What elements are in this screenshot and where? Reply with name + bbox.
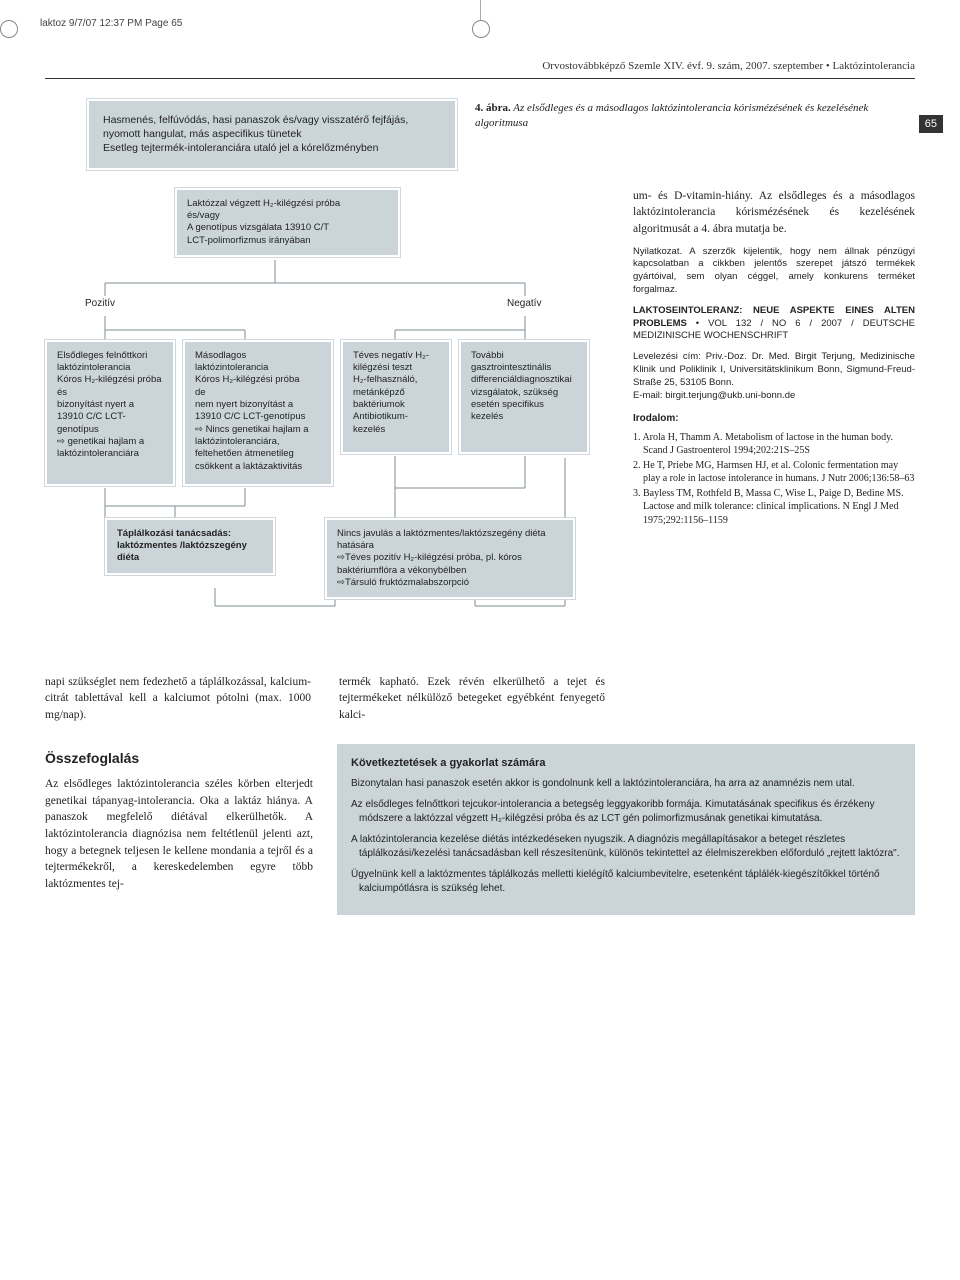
- right-p1: um- és D-vitamin-hiány. Az elsődleges és…: [633, 188, 915, 238]
- page-meta-header: laktoz 9/7/07 12:37 PM Page 65: [40, 18, 920, 29]
- flow-diet-advice: Táplálkozási tanácsadás: laktózmentes /l…: [105, 518, 275, 575]
- flowchart: Laktózzal végzett H₂-kilégzési próba és/…: [45, 188, 605, 668]
- lower-mid-p: termék kapható. Ezek révén elkerülhető a…: [339, 674, 605, 724]
- ref-1: 1. Arola H, Thamm A. Metabolism of lacto…: [633, 431, 915, 458]
- concl-4: Ügyelnünk kell a laktózmentes táplálkozá…: [351, 868, 901, 897]
- concl-2: Az elsődleges felnőttkori tejcukor-intol…: [351, 798, 901, 827]
- ref-3: 3. Bayless TM, Rothfeld B, Massa C, Wise…: [633, 487, 915, 528]
- disclosure: Nyilatkozat. A szerzők kijelentik, hogy …: [633, 246, 915, 297]
- summary-column: Összefoglalás Az elsődleges laktózintole…: [45, 734, 313, 915]
- summary-heading: Összefoglalás: [45, 748, 313, 768]
- correspondence: Levelezési cím: Priv.-Doz. Dr. Med. Birg…: [633, 351, 915, 402]
- flow-negative: Negatív: [503, 296, 545, 311]
- lower-p1: napi szükséglet nem fedezhető a táplálko…: [45, 674, 311, 724]
- ref-2: 2. He T, Priebe MG, Harmsen HJ, et al. C…: [633, 459, 915, 486]
- lower-mid-col: termék kapható. Ezek révén elkerülhető a…: [339, 674, 605, 724]
- flow-primary: Elsődleges felnőttkori laktózintoleranci…: [45, 340, 175, 486]
- flow-no-improve: Nincs javulás a laktózmentes/laktózszegé…: [325, 518, 575, 600]
- figure-caption: 4. ábra. Az elsődleges és a másodlagos l…: [475, 99, 915, 170]
- symptom-box: Hasmenés, felfúvódás, hasi panaszok és/v…: [87, 99, 457, 170]
- references-heading: Irodalom:: [633, 412, 915, 427]
- page-number: 65: [919, 115, 943, 133]
- journal-line: Orvostovábbképző Szemle XIV. évf. 9. szá…: [45, 60, 915, 72]
- summary-text: Az elsődleges laktózintolerancia széles …: [45, 776, 313, 893]
- right-text-column: um- és D-vitamin-hiány. Az elsődleges és…: [633, 188, 915, 668]
- flow-test-box: Laktózzal végzett H₂-kilégzési próba és/…: [175, 188, 400, 257]
- divider: [45, 78, 915, 79]
- conclusion-box: Következtetések a gyakorlat számára Bizo…: [337, 744, 915, 915]
- concl-1: Bizonytalan hasi panaszok esetén akkor i…: [351, 777, 901, 792]
- conclusion-heading: Következtetések a gyakorlat számára: [351, 756, 901, 772]
- meta-left: laktoz 9/7/07 12:37 PM Page 65: [40, 18, 182, 29]
- flow-further: További gasztrointesztinális differenciá…: [459, 340, 589, 454]
- lower-left-col: napi szükséglet nem fedezhető a táplálko…: [45, 674, 311, 724]
- flow-false-neg: Téves negatív H₂-kilégzési teszt H₂-felh…: [341, 340, 451, 454]
- concl-3: A laktózintolerancia kezelése diétás int…: [351, 833, 901, 862]
- flow-positive: Pozitív: [81, 296, 119, 311]
- references: 1. Arola H, Thamm A. Metabolism of lacto…: [633, 431, 915, 528]
- flow-secondary: Másodlagos laktózintolerancia Kóros H₂-k…: [183, 340, 333, 486]
